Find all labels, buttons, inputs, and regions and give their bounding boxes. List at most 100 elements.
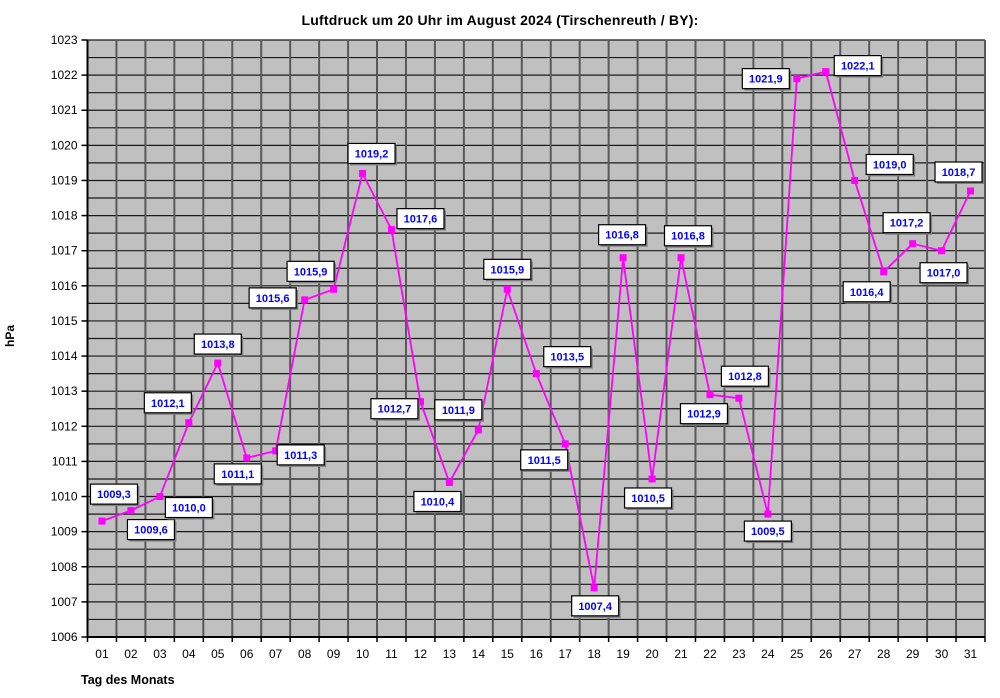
data-label-box xyxy=(934,161,983,183)
y-axis-ticks: 1006 1007 1008 1009 1010 1011 1012 1013 1014 1015… xyxy=(51,33,88,644)
x-tick-label: 30 xyxy=(935,647,949,661)
data-point-markers xyxy=(98,68,975,592)
x-tick-label: 17 xyxy=(559,647,573,661)
data-label-box xyxy=(248,287,297,309)
data-label-box xyxy=(164,496,213,519)
data-label-text: 1010,5 xyxy=(631,493,665,505)
data-point-marker xyxy=(938,247,946,255)
data-label-text: 1019,2 xyxy=(355,148,389,160)
data-label-box xyxy=(286,260,335,282)
data-point-marker xyxy=(851,176,859,184)
data-point-marker xyxy=(880,268,888,276)
data-label-text: 1012,7 xyxy=(378,404,412,416)
y-tick-label: 1006 xyxy=(51,630,78,644)
data-label-text: 1007,4 xyxy=(578,601,613,613)
data-label-text: 1015,9 xyxy=(294,266,328,278)
data-label-text: 1012,9 xyxy=(687,409,721,421)
y-tick-label: 1020 xyxy=(51,138,78,152)
data-label-text: 1017,2 xyxy=(890,218,924,230)
data-label-text: 1018,7 xyxy=(942,167,976,179)
data-label-text: 1009,3 xyxy=(97,489,131,501)
data-point-marker xyxy=(185,419,193,427)
data-label-box xyxy=(679,403,729,425)
x-tick-label: 11 xyxy=(385,647,398,661)
data-point-marker xyxy=(272,447,280,455)
data-label-box xyxy=(193,333,242,355)
x-tick-label: 06 xyxy=(240,647,254,661)
data-label-box xyxy=(663,225,713,247)
x-tick-label: 10 xyxy=(356,647,370,661)
y-tick-label: 1012 xyxy=(51,419,78,433)
data-label-box xyxy=(143,392,192,414)
data-point-marker xyxy=(243,454,251,462)
chart-title: Luftdruck um 20 Uhr im August 2024 (Tirs… xyxy=(301,12,699,28)
data-label-box xyxy=(743,520,792,542)
data-label-box xyxy=(276,444,325,466)
x-tick-label: 14 xyxy=(472,647,486,661)
x-tick-label: 09 xyxy=(327,647,341,661)
x-tick-label: 29 xyxy=(906,647,920,661)
x-tick-label: 12 xyxy=(414,647,428,661)
data-label-box xyxy=(741,68,790,90)
data-label-text: 1011,5 xyxy=(528,455,561,467)
data-label-box xyxy=(434,399,483,421)
x-tick-label: 01 xyxy=(95,647,109,661)
data-point-marker xyxy=(214,359,222,367)
data-point-marker xyxy=(503,285,511,293)
data-label-box xyxy=(483,258,532,280)
data-label-box xyxy=(213,463,262,485)
data-point-marker xyxy=(330,285,338,293)
x-tick-label: 25 xyxy=(790,647,804,661)
data-point-marker xyxy=(822,68,830,76)
data-point-marker xyxy=(359,169,367,177)
data-label-text: 1011,1 xyxy=(221,469,254,481)
data-point-marker xyxy=(967,187,975,195)
x-tick-label: 02 xyxy=(124,647,138,661)
x-tick-label: 27 xyxy=(848,647,862,661)
data-point-labels: 1009,3 1009,6 1010,0 1012,1 1013,8 1011,1 1011… xyxy=(89,55,985,618)
data-label-text: 1010,0 xyxy=(172,503,206,515)
data-point-marker xyxy=(532,370,540,378)
data-point-marker xyxy=(445,478,453,486)
data-point-marker xyxy=(561,440,569,448)
x-tick-label: 24 xyxy=(761,647,775,661)
data-point-marker xyxy=(590,584,598,592)
x-tick-label: 05 xyxy=(211,647,225,661)
x-tick-label: 18 xyxy=(587,647,601,661)
data-label-text: 1017,0 xyxy=(927,268,961,280)
data-label-text: 1012,1 xyxy=(151,398,185,410)
data-point-marker xyxy=(301,296,309,304)
y-tick-label: 1008 xyxy=(51,560,78,574)
y-tick-label: 1010 xyxy=(51,490,78,504)
x-tick-label: 13 xyxy=(443,647,457,661)
data-point-marker xyxy=(764,510,772,518)
data-label-text: 1011,9 xyxy=(442,405,475,417)
data-label-text: 1009,5 xyxy=(751,526,785,538)
y-tick-label: 1016 xyxy=(51,279,78,293)
data-point-marker xyxy=(474,426,482,434)
axes xyxy=(86,40,985,638)
data-label-box xyxy=(720,365,770,387)
data-label-text: 1013,5 xyxy=(550,352,584,364)
y-tick-label: 1014 xyxy=(51,349,78,363)
y-tick-label: 1019 xyxy=(51,173,78,187)
data-label-box xyxy=(833,55,882,77)
data-label-text: 1016,8 xyxy=(671,231,705,243)
y-tick-label: 1022 xyxy=(51,68,78,82)
data-label-box xyxy=(413,490,462,513)
x-tick-label: 22 xyxy=(703,647,717,661)
x-tick-label: 19 xyxy=(616,647,630,661)
x-tick-label: 03 xyxy=(153,647,167,661)
data-label-box xyxy=(126,518,176,541)
data-label-text: 1010,4 xyxy=(421,496,456,508)
data-label-box xyxy=(543,346,592,368)
x-tick-label: 28 xyxy=(877,647,891,661)
data-point-marker xyxy=(909,240,917,248)
data-label-box xyxy=(842,281,891,303)
data-label-text: 1016,4 xyxy=(850,287,885,299)
data-label-text: 1013,8 xyxy=(201,339,235,351)
data-label-text: 1011,3 xyxy=(284,450,317,462)
data-label-text: 1012,8 xyxy=(728,371,762,383)
data-point-marker xyxy=(416,398,424,406)
